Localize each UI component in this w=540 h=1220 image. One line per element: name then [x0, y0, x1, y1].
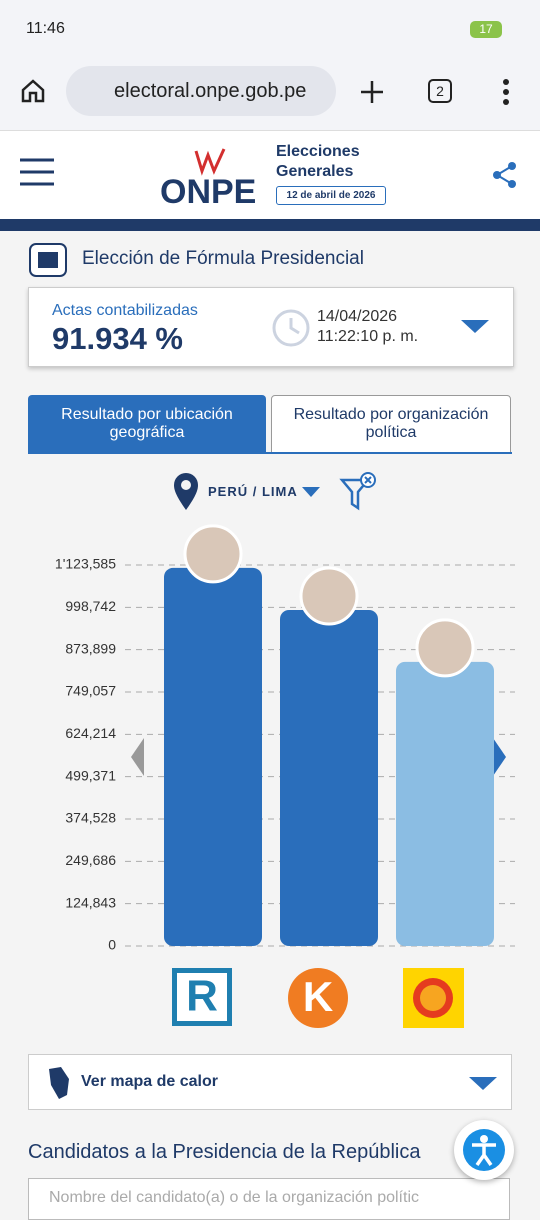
- search-box[interactable]: Nombre del candidato(a) o de la organiza…: [28, 1178, 510, 1220]
- onpe-mark: [194, 148, 226, 176]
- shield: [29, 243, 67, 277]
- y-tick-label: 749,057: [65, 683, 116, 699]
- menu[interactable]: [500, 78, 512, 106]
- section-title: Elección de Fórmula Presidencial: [82, 248, 364, 269]
- y-tick-label: 624,214: [65, 725, 116, 741]
- y-tick-label: 124,843: [65, 894, 116, 910]
- peru-map: [49, 1067, 69, 1099]
- actas-label: Actas contabilizadas: [52, 302, 198, 319]
- next-arrow[interactable]: [493, 738, 506, 776]
- logo: ONPE: [160, 173, 257, 211]
- candidates-title: Candidatos a la Presidencia de la Repúbl…: [28, 1141, 421, 1163]
- heatmap-label: Ver mapa de calor: [81, 1073, 218, 1090]
- filter-clear[interactable]: [338, 470, 380, 512]
- tab-count[interactable]: 2: [428, 79, 452, 103]
- candidate-photo: [415, 618, 475, 678]
- y-tick-label: 998,742: [65, 598, 116, 614]
- logo-k-letter: K: [303, 973, 333, 1020]
- y-tick-label: 1'123,585: [55, 556, 116, 572]
- chart: R K 0 124,843 249,686 374,528 499,371 624,214…: [55, 524, 515, 1028]
- bar: [280, 609, 378, 946]
- location-toggle[interactable]: [302, 486, 320, 498]
- new-tab[interactable]: [358, 78, 386, 106]
- summary-card: Actas contabilizadas 91.934 % 14/04/2026…: [28, 287, 514, 367]
- update-date: 14/04/2026: [317, 308, 398, 325]
- header-line2: Generales: [276, 163, 354, 180]
- logo-k: K: [288, 968, 348, 1028]
- accessibility-button[interactable]: [454, 1120, 514, 1180]
- url: electoral.onpe.gob.pe: [114, 80, 307, 102]
- prev-arrow[interactable]: [131, 738, 144, 776]
- site-header: ONPE Elecciones Generales 12 de abril de…: [0, 131, 540, 219]
- y-tick-label: 249,686: [65, 852, 116, 868]
- y-tick-label: 374,528: [65, 810, 116, 826]
- status-bar: 11:46 17: [0, 0, 540, 60]
- bar: [164, 567, 262, 946]
- logo-sun: [403, 968, 464, 1028]
- logo-r: R: [172, 968, 232, 1026]
- heatmap-toggle[interactable]: Ver mapa de calor: [28, 1054, 512, 1110]
- logo-r-letter: R: [186, 972, 218, 1021]
- y-tick-label: 0: [108, 937, 116, 953]
- heatmap-arrow: [469, 1077, 497, 1090]
- header-stripe: [0, 219, 540, 231]
- candidate-photo: [299, 566, 359, 626]
- accessibility-icon: [463, 1129, 505, 1171]
- header-line1: Elecciones: [276, 143, 360, 160]
- card-toggle[interactable]: [461, 318, 489, 334]
- tab-underline: [28, 452, 512, 454]
- pin: [174, 473, 198, 510]
- tab-org[interactable]: Resultado por organización política: [271, 395, 511, 453]
- location[interactable]: PERÚ / LIMA: [208, 484, 298, 499]
- url-bar[interactable]: electoral.onpe.gob.pe: [66, 66, 336, 116]
- tab-geo[interactable]: Resultado por ubicación geográfica: [28, 395, 266, 453]
- clock-icon: [272, 309, 310, 347]
- hamburger[interactable]: [20, 157, 54, 187]
- share[interactable]: [492, 161, 518, 189]
- time: 11:46: [26, 20, 65, 37]
- y-tick-label: 873,899: [65, 640, 116, 656]
- bar: [396, 661, 494, 946]
- home-button[interactable]: [20, 78, 46, 104]
- actas-percent: 91.934 %: [52, 321, 183, 356]
- search-placeholder: Nombre del candidato(a) o de la organiza…: [49, 1189, 419, 1206]
- battery: 17: [470, 21, 502, 38]
- update-time: 11:22:10 p. m.: [317, 328, 419, 345]
- header-date: 12 de abril de 2026: [276, 186, 386, 205]
- browser-bar: electoral.onpe.gob.pe 2: [0, 60, 540, 131]
- y-tick-label: 499,371: [65, 767, 116, 783]
- candidate-photo: [183, 524, 243, 584]
